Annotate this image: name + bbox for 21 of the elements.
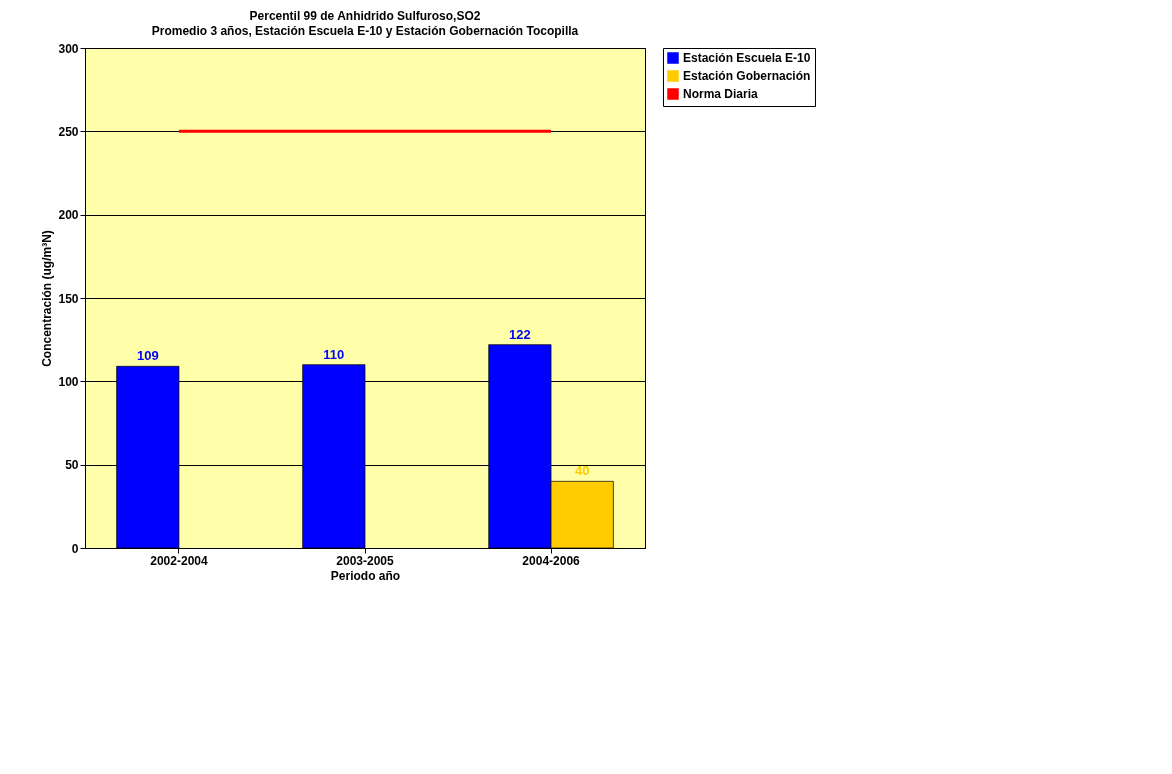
data-label: 40	[574, 463, 590, 479]
y-tick-label: 300	[58, 41, 79, 56]
x-tick-label: 2002-2004	[150, 553, 208, 568]
y-tick-label: 100	[58, 374, 79, 389]
legend-label: Estación Gobernación	[683, 69, 811, 83]
y-tick-label: 200	[58, 208, 79, 223]
data-label: 109	[136, 348, 159, 364]
data-label: 122	[509, 326, 531, 342]
chart-subtitle: Promedio 3 años, Estación Escuela E-10 y Estación Gobernación Tocopilla	[151, 24, 579, 38]
y-tick-label: 250	[58, 124, 79, 139]
x-tick-label: 2004-2006	[522, 553, 581, 568]
y-tick-label: 50	[65, 458, 79, 473]
x-tick-label: 2003-2005	[336, 553, 395, 568]
data-label: 110	[323, 346, 345, 362]
y-tick-label: 150	[58, 291, 79, 306]
y-axis-title: Concentración (ug/m³N)	[40, 230, 55, 367]
y-tick-label: 0	[71, 541, 79, 556]
chart-title: Percentil 99 de Anhidrido Sulfuroso,SO2	[249, 9, 481, 23]
x-axis-title: Periodo año	[330, 568, 401, 583]
legend-label: Estación Escuela E-10	[683, 51, 811, 65]
legend-label: Norma Diaria	[683, 87, 759, 101]
